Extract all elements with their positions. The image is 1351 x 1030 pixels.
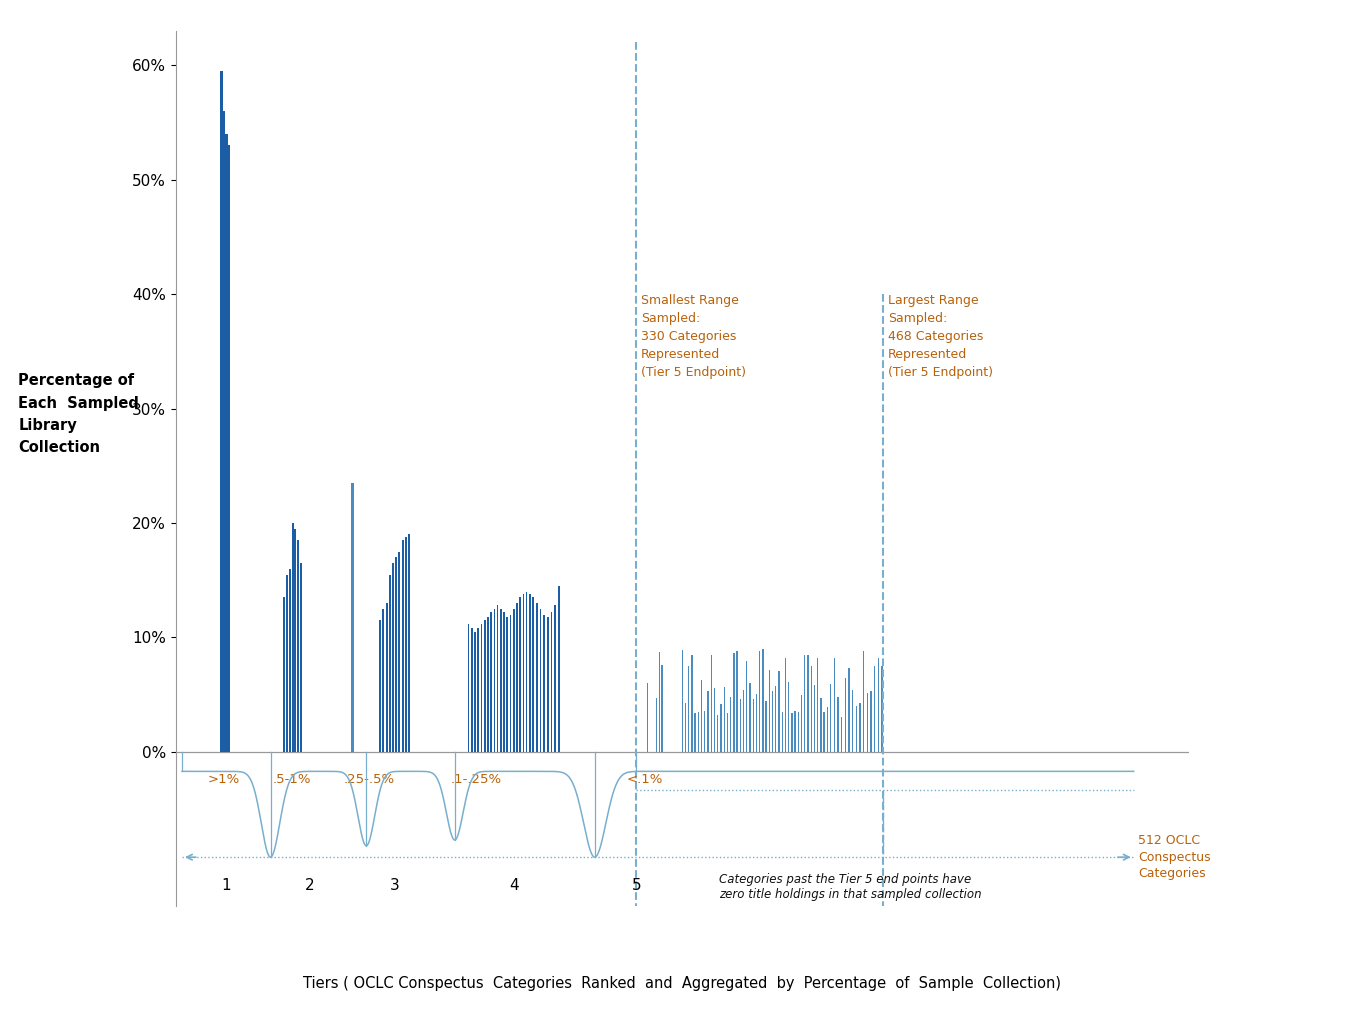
Bar [351, 483, 354, 752]
Bar [408, 535, 411, 752]
Bar [530, 594, 531, 752]
Bar [396, 557, 397, 752]
Text: Categories past the Tier 5 end points have
zero title holdings in that sampled c: Categories past the Tier 5 end points ha… [719, 873, 982, 901]
Text: Smallest Range
Sampled:
330 Categories
Represented
(Tier 5 Endpoint): Smallest Range Sampled: 330 Categories R… [640, 295, 746, 379]
Bar [551, 612, 553, 752]
Text: 512 OCLC
Conspectus
Categories: 512 OCLC Conspectus Categories [1139, 834, 1210, 881]
Bar [392, 563, 394, 752]
Bar [481, 624, 482, 752]
Text: .1-.25%: .1-.25% [450, 772, 501, 786]
Bar [223, 111, 226, 752]
Bar [558, 586, 559, 752]
Bar [519, 597, 521, 752]
Bar [297, 540, 299, 752]
Bar [380, 620, 381, 752]
Bar [220, 71, 223, 752]
Bar [227, 145, 230, 752]
Bar [284, 597, 285, 752]
Bar [493, 609, 496, 752]
Bar [647, 683, 648, 752]
Text: >1%: >1% [208, 772, 240, 786]
Bar [295, 528, 296, 752]
Bar [497, 606, 499, 752]
Bar [536, 604, 538, 752]
X-axis label: Tiers ( OCLC Conspectus  Categories  Ranked  and  Aggregated  by  Percentage  of: Tiers ( OCLC Conspectus Categories Ranke… [303, 975, 1062, 991]
Bar [539, 609, 542, 752]
Bar [543, 615, 544, 752]
Bar [405, 537, 407, 752]
Bar [474, 631, 476, 752]
Text: 4: 4 [509, 879, 519, 893]
Text: <.1%: <.1% [627, 772, 663, 786]
Bar [399, 552, 400, 752]
Bar [516, 604, 517, 752]
Bar [389, 575, 390, 752]
Bar [286, 575, 288, 752]
Text: 1: 1 [222, 879, 231, 893]
Bar [467, 624, 469, 752]
Text: 5: 5 [631, 879, 640, 893]
Bar [484, 620, 485, 752]
Bar [289, 569, 290, 752]
Bar [526, 591, 527, 752]
Bar [513, 609, 515, 752]
Bar [292, 523, 293, 752]
Bar [547, 617, 549, 752]
Bar [507, 617, 508, 752]
Text: 2: 2 [304, 879, 313, 893]
Bar [554, 606, 557, 752]
Text: 3: 3 [390, 879, 400, 893]
Bar [523, 594, 524, 752]
Bar [532, 597, 534, 752]
Text: .5-1%: .5-1% [273, 772, 311, 786]
Bar [477, 628, 480, 752]
Bar [382, 609, 384, 752]
Bar [500, 609, 501, 752]
Text: Largest Range
Sampled:
468 Categories
Represented
(Tier 5 Endpoint): Largest Range Sampled: 468 Categories Re… [888, 295, 993, 379]
Bar [226, 134, 227, 752]
Bar [385, 604, 388, 752]
Text: Percentage of
Each  Sampled
Library
Collection: Percentage of Each Sampled Library Colle… [19, 374, 139, 455]
Bar [503, 612, 505, 752]
Bar [300, 563, 303, 752]
Bar [401, 540, 404, 752]
Bar [471, 628, 473, 752]
Text: .25-.5%: .25-.5% [343, 772, 394, 786]
Bar [488, 617, 489, 752]
Bar [490, 612, 492, 752]
Bar [509, 615, 511, 752]
